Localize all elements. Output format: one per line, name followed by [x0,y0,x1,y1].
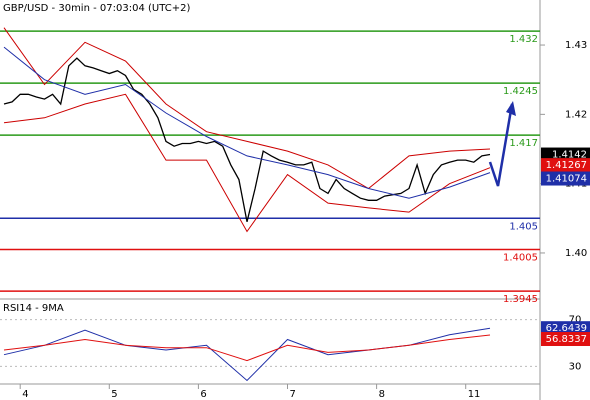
x-tick-label: 8 [379,389,385,400]
rsi-tag [541,321,590,336]
rsi-title: RSI14 - 9MA [3,303,64,314]
rsi-tag-label: 56.8337 [546,334,587,345]
price-tag-label: 1.4142 [552,150,587,161]
price-tag [541,147,590,162]
rsi-tick-label: 30 [569,361,582,372]
price-tag [541,158,590,173]
indicator-line [3,93,491,233]
x-tick-label: 5 [111,389,117,400]
y-tick-label: 1.42 [565,109,587,120]
level-label: 1.3945 [503,294,538,305]
rsi-title-bg [0,300,70,314]
level-label: 1.432 [509,34,538,45]
x-tick-label: 11 [468,389,481,400]
forecast-arrow [488,103,514,187]
chart-title: GBP/USD - 30min - 07:03:04 (UTC+2) [3,3,190,14]
price-tag-label: 1.41267 [546,160,587,171]
level-label: 1.4005 [503,252,538,263]
price-tag [541,171,590,186]
level-label: 1.417 [509,138,538,149]
indicator-line [3,46,491,199]
indicator-line [3,27,491,190]
price-line [3,57,491,222]
price-tag-label: 1.41074 [546,174,587,185]
y-tick-label: 1.43 [565,40,587,51]
rsi-tag [541,331,590,346]
y-tick-label: 1.40 [565,248,587,259]
x-tick-label: 6 [200,389,206,400]
title-bg [0,0,186,14]
level-label: 1.4245 [503,86,538,97]
rsi-tick-label: 70 [569,315,582,326]
x-tick-label: 7 [290,389,296,400]
arrow-head [506,101,516,116]
rsi-line [3,334,491,362]
level-label: 1.405 [509,221,538,232]
rsi-tag-label: 62.6439 [546,323,587,334]
x-tick-label: 4 [22,389,28,400]
